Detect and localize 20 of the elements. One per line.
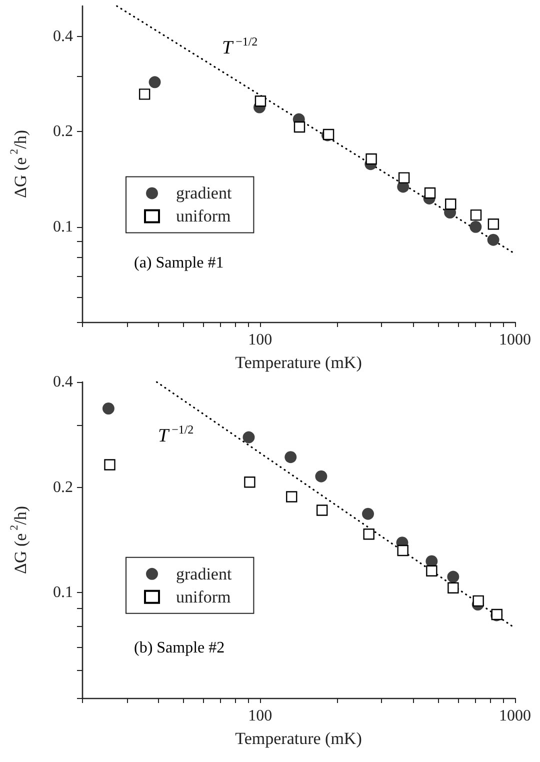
y-axis-title: ΔG (e2/h)	[8, 506, 30, 574]
x-tick-label: 100	[248, 332, 272, 348]
y-tick-label: 0.4	[53, 28, 73, 46]
y-tick-label: 0.1	[53, 584, 73, 602]
x-axis-title: Temperature (mK)	[235, 729, 362, 748]
y-tick-label: 0.2	[53, 478, 73, 496]
annotation: (b) Sample #2	[134, 640, 225, 656]
x-axis-title: Temperature (mK)	[235, 353, 362, 372]
x-tick-label: 1000	[499, 708, 531, 724]
legend-label: uniform	[176, 206, 231, 226]
x-tick-label: 100	[248, 708, 272, 724]
legend-label: uniform	[176, 587, 231, 606]
y-tick-label: 0.1	[53, 218, 73, 236]
y-tick-label: 0.4	[53, 374, 73, 390]
annotation: (a) Sample #1	[134, 254, 224, 272]
legend-label: gradient	[176, 564, 232, 584]
y-axis-title: ΔG (e2/h)	[8, 130, 30, 198]
y-tick-label: 0.2	[53, 123, 73, 140]
legend-label: gradient	[176, 184, 232, 203]
x-tick-label: 1000	[499, 332, 531, 348]
